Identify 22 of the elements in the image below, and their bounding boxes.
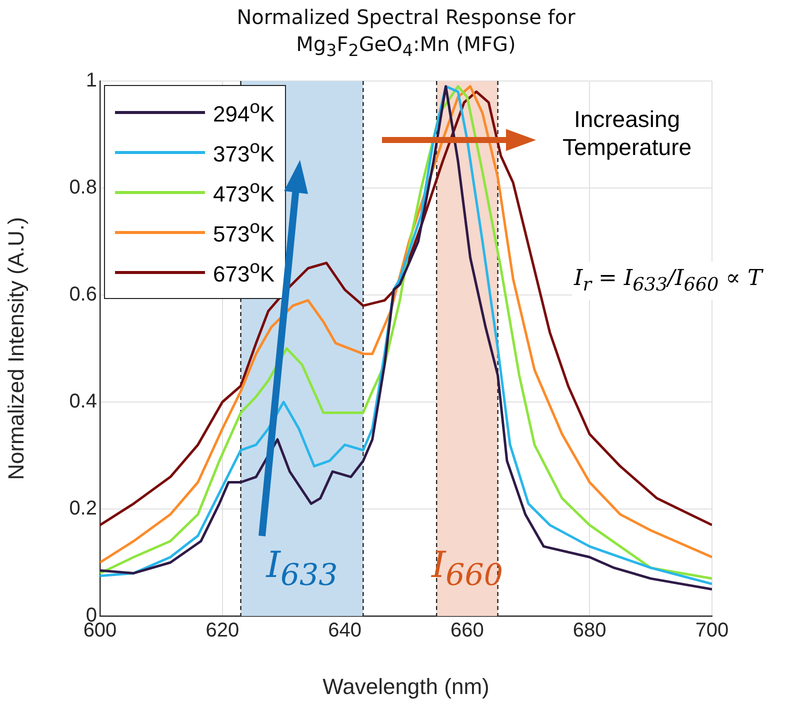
x-axis-title: Wavelength (nm): [322, 674, 490, 699]
x-tick-label: 620: [206, 620, 240, 642]
y-tick-label: 1: [86, 70, 97, 92]
y-tick-label: 0.4: [69, 390, 97, 413]
legend-label: 373$^{o}$K: [213, 136, 275, 168]
y-tick-label: 0.8: [69, 176, 97, 199]
y-tick-label: 0.6: [69, 284, 97, 306]
band-label: I$_{633}$: [264, 545, 339, 596]
legend-label: 473$^{o}$K: [213, 176, 275, 208]
legend-label: 294$^{o}$K: [213, 96, 275, 128]
legend-label: 573$^{o}$K: [213, 216, 275, 248]
annotation: Increasing Temperature: [561, 106, 693, 162]
legend-label: 673$^{o}$K: [213, 256, 275, 288]
annotation: I$_{r}$ = I$_{633}$/I$_{660}$ ∝ T: [572, 262, 764, 300]
band-label: I$_{660}$: [430, 545, 504, 596]
chart-title: Normalized Spectral Response for Mg$_{3}$F$_{2}$GeO$_{4}$:Mn (MFG): [236, 4, 576, 62]
x-tick-label: 640: [328, 620, 362, 642]
x-tick-label: 680: [572, 620, 606, 642]
y-tick-label: 0.2: [69, 498, 97, 520]
x-tick-label: 660: [450, 620, 484, 642]
y-axis-title: Normalized Intensity (A.U.): [3, 217, 28, 480]
x-tick-label: 700: [695, 620, 729, 642]
